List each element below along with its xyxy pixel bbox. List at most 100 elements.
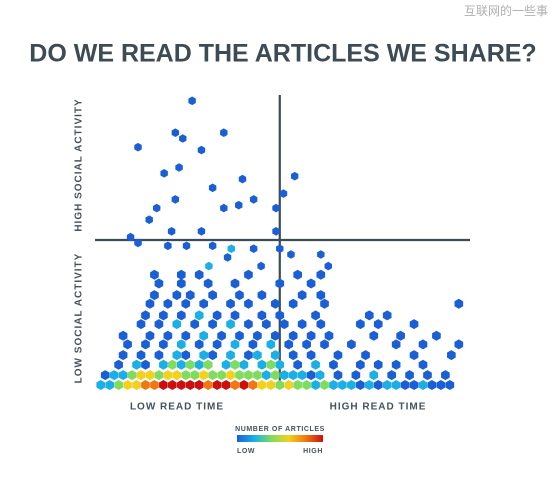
hex-bin [239, 380, 249, 390]
hex-bin [302, 339, 311, 350]
hex-bin [118, 350, 128, 361]
hex-bin [185, 359, 195, 370]
hex-bin [176, 359, 186, 370]
hex-bin [163, 330, 173, 341]
hex-bin [220, 128, 228, 137]
watermark: 互联网的一些事 [464, 3, 548, 18]
hex-bin [317, 250, 325, 259]
hex-bin [297, 319, 307, 330]
plot-area [95, 95, 470, 390]
hex-bin [409, 319, 419, 330]
hex-bin [427, 380, 437, 390]
hex-bin [356, 380, 365, 390]
hex-bin [132, 359, 141, 370]
hex-bin [316, 319, 326, 330]
hex-bin [172, 350, 182, 361]
hex-bin [293, 269, 302, 280]
hex-bin [244, 269, 253, 280]
hex-bin [441, 370, 450, 381]
hex-bin [208, 183, 217, 193]
hex-bin [176, 339, 186, 350]
hex-bin [253, 330, 262, 341]
hex-bin [239, 359, 249, 370]
hex-bin [226, 350, 235, 361]
hex-bin [145, 330, 155, 341]
hex-bin [223, 253, 232, 262]
hex-bin [105, 380, 115, 390]
hex-bin [306, 370, 316, 381]
hex-bin [136, 370, 146, 381]
hex-bin [230, 339, 240, 350]
hex-bin [176, 278, 186, 289]
hex-bin [311, 310, 320, 321]
hex-bin [257, 261, 265, 271]
hex-bin [217, 330, 226, 341]
hex-bin [253, 370, 262, 381]
hex-bin [244, 298, 253, 309]
hex-bin [145, 298, 155, 309]
hex-bin [123, 380, 132, 390]
hex-bin [244, 350, 253, 361]
chart-title: DO WE READ THE ARTICLES WE SHARE? [29, 40, 536, 68]
hex-bin [279, 189, 288, 198]
hex-bin [418, 339, 428, 350]
hex-bin [167, 227, 176, 236]
hex-bin [275, 278, 285, 289]
hex-bin [288, 298, 298, 309]
hex-bin [306, 330, 316, 341]
hex-bin [154, 319, 164, 330]
hex-bin [329, 359, 338, 370]
hex-bin [338, 380, 347, 390]
hex-bin [159, 310, 168, 321]
hex-bin [302, 380, 311, 390]
hex-bin [160, 169, 168, 178]
hex-bin [284, 380, 294, 390]
hex-bin [141, 310, 150, 321]
hex-bin [132, 380, 141, 390]
hex-bin [262, 319, 271, 330]
hex-bin [436, 380, 446, 390]
hex-bin [159, 380, 168, 390]
hex-bin [373, 359, 383, 370]
hex-bin [152, 203, 161, 213]
hex-bin [168, 359, 177, 370]
hex-bin [249, 195, 258, 204]
hex-bin [221, 380, 231, 390]
hex-bin [230, 359, 240, 370]
hex-bin [315, 370, 325, 381]
hex-bin [266, 380, 276, 390]
hex-bin [123, 339, 132, 350]
hex-bin [176, 380, 186, 390]
hex-bin [226, 298, 235, 309]
hex-bin [275, 310, 285, 321]
hex-bin [136, 319, 146, 330]
hex-bin [266, 359, 276, 370]
hex-bin [297, 370, 307, 381]
hex-bin [199, 350, 209, 361]
hex-bin [208, 319, 217, 330]
hex-bin [391, 339, 401, 350]
hex-bin [203, 380, 213, 390]
hex-bin [181, 370, 191, 381]
hex-bin [409, 380, 419, 390]
hex-bin [212, 380, 222, 390]
hex-bin [454, 339, 464, 350]
hex-bin [197, 227, 206, 236]
hex-bin [382, 380, 392, 390]
hex-bin [199, 330, 209, 341]
hex-bin [226, 370, 235, 381]
hex-bin [306, 278, 316, 289]
hex-bin [257, 310, 267, 321]
hex-bin [154, 278, 164, 289]
hex-bin [279, 319, 289, 330]
hex-bin [181, 330, 191, 341]
hex-bin [356, 319, 365, 330]
hex-bin [150, 290, 159, 301]
hex-bin [208, 370, 217, 381]
hex-bin [208, 241, 217, 251]
hex-bin [172, 319, 182, 330]
hex-bin [287, 250, 295, 259]
hex-bin [205, 261, 213, 271]
hex-bin [168, 380, 177, 390]
hex-bin [279, 370, 289, 381]
